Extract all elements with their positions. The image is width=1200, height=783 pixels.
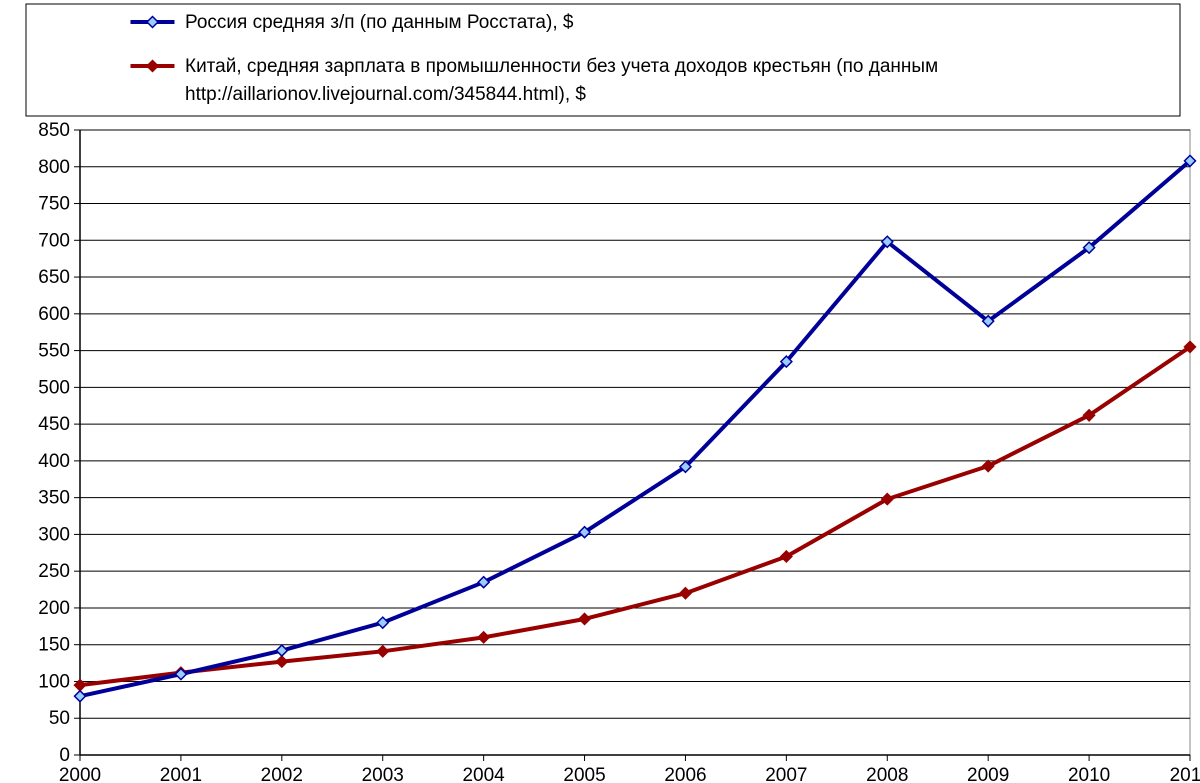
x-tick-label: 2010 xyxy=(1068,765,1110,783)
y-tick-label: 400 xyxy=(38,451,70,472)
x-tick-label: 2009 xyxy=(967,765,1009,783)
legend-label-china-line1: Китай, средняя зарплата в промышленности… xyxy=(185,56,938,77)
x-tick-label: 2004 xyxy=(462,765,505,783)
y-tick-label: 600 xyxy=(38,304,70,325)
y-tick-label: 150 xyxy=(38,635,70,656)
x-tick-label: 2005 xyxy=(563,765,605,783)
x-tick-label: 2008 xyxy=(866,765,908,783)
x-tick-label: 2001 xyxy=(160,765,202,783)
y-tick-label: 100 xyxy=(38,671,70,692)
y-tick-label: 700 xyxy=(38,230,70,251)
y-tick-label: 50 xyxy=(49,708,70,729)
y-tick-label: 550 xyxy=(38,341,70,362)
legend-label-china-line2: http://aillarionov.livejournal.com/34584… xyxy=(185,84,586,105)
y-tick-label: 450 xyxy=(38,414,70,435)
x-tick-label: 2007 xyxy=(765,765,807,783)
x-tick-label: 2011 xyxy=(1170,765,1200,783)
legend-label-russia: Россия средняя з/п (по данным Росстата),… xyxy=(185,12,574,33)
chart-svg: 0 50 100 150 200 250 300 350 400 450 500 550 600 650 7… xyxy=(0,0,1200,783)
y-tick-label: 800 xyxy=(38,157,70,178)
line-chart: 0 50 100 150 200 250 300 350 400 450 500 550 600 650 7… xyxy=(0,0,1200,783)
y-tick-label: 200 xyxy=(38,598,70,619)
y-tick-label: 500 xyxy=(38,377,70,398)
y-tick-label: 250 xyxy=(38,561,70,582)
x-tick-label: 2002 xyxy=(261,765,303,783)
y-tick-label: 350 xyxy=(38,488,70,509)
y-tick-label: 0 xyxy=(59,745,70,766)
y-tick-label: 750 xyxy=(38,194,70,215)
y-tick-label: 850 xyxy=(38,120,70,141)
x-tick-label: 2006 xyxy=(664,765,706,783)
x-tick-label: 2000 xyxy=(59,765,101,783)
x-tick-label: 2003 xyxy=(362,765,404,783)
y-tick-label: 650 xyxy=(38,267,70,288)
y-tick-label: 300 xyxy=(38,524,70,545)
